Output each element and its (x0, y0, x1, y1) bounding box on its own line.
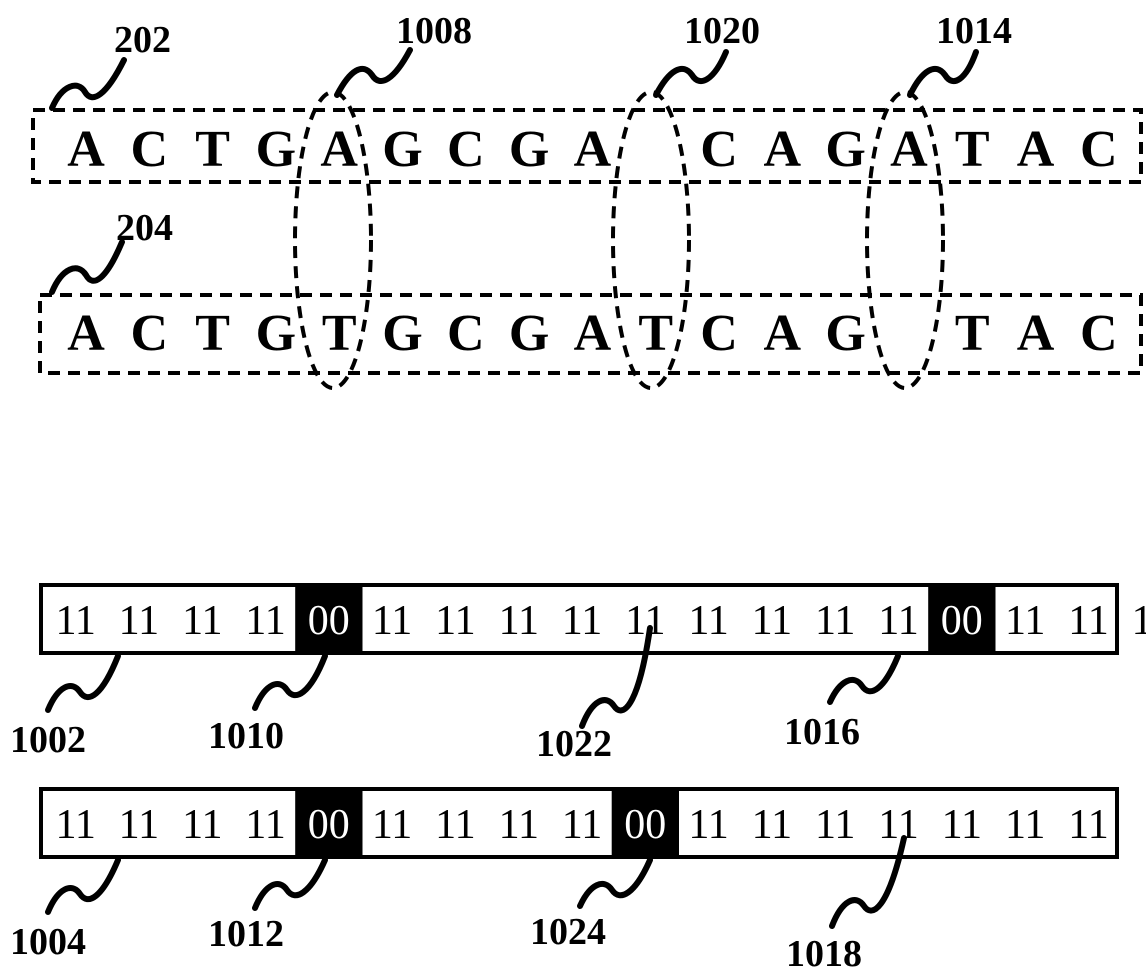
sequence-202-letter: G (509, 121, 549, 178)
callout-1012-ref: 1012 (208, 913, 284, 955)
difference-ref-1014: 1014 (936, 10, 1012, 52)
bit-cell-match: 11 (878, 598, 918, 644)
sequence-204-letter: T (195, 305, 230, 362)
bit-cell-match: 11 (752, 598, 792, 644)
sequence-204-letter: A (1017, 305, 1055, 362)
bit-cell-match: 11 (688, 598, 728, 644)
difference-leader-1020 (656, 52, 726, 95)
sequence-204-letter: C (1080, 305, 1118, 362)
sequence-204-letter: C (447, 305, 485, 362)
difference-marker-1014: 1014 (867, 10, 1012, 388)
sequence-202-letter: A (574, 121, 612, 178)
bit-cell-match: 11 (815, 598, 855, 644)
bit-cell-match: 11 (245, 598, 285, 644)
sequence-204-letter: T (638, 305, 673, 362)
callout-1024-ref: 1024 (530, 911, 606, 953)
bit-cell-match: 11 (499, 598, 539, 644)
bit-cell-match: 11 (752, 802, 792, 848)
sequence-202-letter: G (382, 121, 422, 178)
sequence-202-letter: C (1080, 121, 1118, 178)
bit-cell-match: 11 (55, 598, 95, 644)
bit-cell-match: 11 (55, 802, 95, 848)
bit-cell-mismatch: 00 (941, 598, 983, 644)
bit-cell-match: 11 (1005, 802, 1045, 848)
bit-cell-match: 11 (372, 802, 412, 848)
sequence-202-letter: C (131, 121, 169, 178)
bit-cell-match: 11 (625, 598, 665, 644)
bit-cell-match: 11 (435, 802, 475, 848)
bit-cell-match: 11 (878, 802, 918, 848)
bit-cell-match: 11 (245, 802, 285, 848)
difference-marker-1020: 1020 (613, 10, 760, 388)
sequence-202-letter: G (256, 121, 296, 178)
bit-cell-match: 11 (1068, 802, 1108, 848)
difference-leader-1014 (910, 52, 976, 95)
difference-leader-1008 (337, 50, 410, 95)
bit-cell-match: 11 (499, 802, 539, 848)
sequence-204-letter: T (322, 305, 357, 362)
callout-1002-leader (48, 656, 118, 710)
bit-cell-match: 11 (1068, 598, 1108, 644)
callout-1004-ref: 1004 (10, 921, 86, 963)
bit-cell-match: 11 (942, 802, 982, 848)
sequence-204-letter: G (825, 305, 865, 362)
sequence-204-ref: 204 (116, 207, 173, 249)
bit-string-1004-group: 1111111100111111110011111111111111 1004 … (10, 789, 1117, 975)
callout-1016-leader (830, 656, 898, 702)
bit-cell-mismatch: 00 (308, 802, 350, 848)
callout-1016-ref: 1016 (784, 711, 860, 753)
sequence-204-letter: C (700, 305, 738, 362)
bit-cell-match: 11 (182, 598, 222, 644)
callout-1018-ref: 1018 (786, 933, 862, 975)
sequence-204-letter: C (131, 305, 169, 362)
sequence-204-letters: ACTGTGCGATCAGTAC (67, 305, 1117, 362)
sequence-204-leader (52, 242, 122, 292)
callout-1024-leader (580, 860, 650, 906)
callout-1004-leader (48, 860, 118, 912)
sequence-204-letter: G (509, 305, 549, 362)
bit-cell-match: 11 (688, 802, 728, 848)
bit-cell-match: 11 (1132, 598, 1146, 644)
sequence-204-letter: A (574, 305, 612, 362)
bit-cell-match: 11 (182, 802, 222, 848)
sequence-204-letter: G (256, 305, 296, 362)
bit-cell-match: 11 (815, 802, 855, 848)
sequence-204-letter: G (382, 305, 422, 362)
bit-cell-match: 11 (119, 598, 159, 644)
sequence-202-letter: G (825, 121, 865, 178)
bit-cell-match: 11 (435, 598, 475, 644)
sequence-202-letter: A (320, 121, 358, 178)
sequence-202-letter: A (67, 121, 105, 178)
sequence-202-letter: T (195, 121, 230, 178)
difference-ref-1020: 1020 (684, 10, 760, 52)
bit-cell-match: 11 (562, 598, 602, 644)
sequence-204-letter: A (764, 305, 802, 362)
bit-string-1002-group: 11 11 11 11 00 11 11 11 11 11 11 11 11 11 00 11 11 11 100… (10, 585, 1146, 765)
sequence-202-leader (52, 60, 124, 108)
bit-cell-mismatch: 00 (308, 598, 350, 644)
sequence-202-letter: C (700, 121, 738, 178)
bit-cell-match: 11 (1005, 598, 1045, 644)
callout-1010-ref: 1010 (208, 715, 284, 757)
sequence-204-group: ACTGTGCGATCAGTAC 204 (40, 207, 1141, 373)
sequence-202-letter: A (890, 121, 928, 178)
sequence-202-letter: T (955, 121, 990, 178)
sequence-202-letters: ACTGAGCGACAGATAC (67, 121, 1117, 178)
sequence-202-letter: A (764, 121, 802, 178)
sequence-204-letter: A (67, 305, 105, 362)
bit-cell-match: 11 (372, 598, 412, 644)
sequence-202-ref: 202 (114, 19, 171, 61)
bit-cell-match: 11 (562, 802, 602, 848)
sequence-204-letter: T (955, 305, 990, 362)
sequence-202-letter: A (1017, 121, 1055, 178)
sequence-202-letter: C (447, 121, 485, 178)
difference-ref-1008: 1008 (396, 10, 472, 52)
callout-1010-leader (255, 656, 325, 708)
callout-1002-ref: 1002 (10, 719, 86, 761)
bit-cell-mismatch: 00 (624, 802, 666, 848)
bit-cell-match: 11 (119, 802, 159, 848)
callout-1012-leader (255, 860, 325, 908)
callout-1022-ref: 1022 (536, 723, 612, 765)
